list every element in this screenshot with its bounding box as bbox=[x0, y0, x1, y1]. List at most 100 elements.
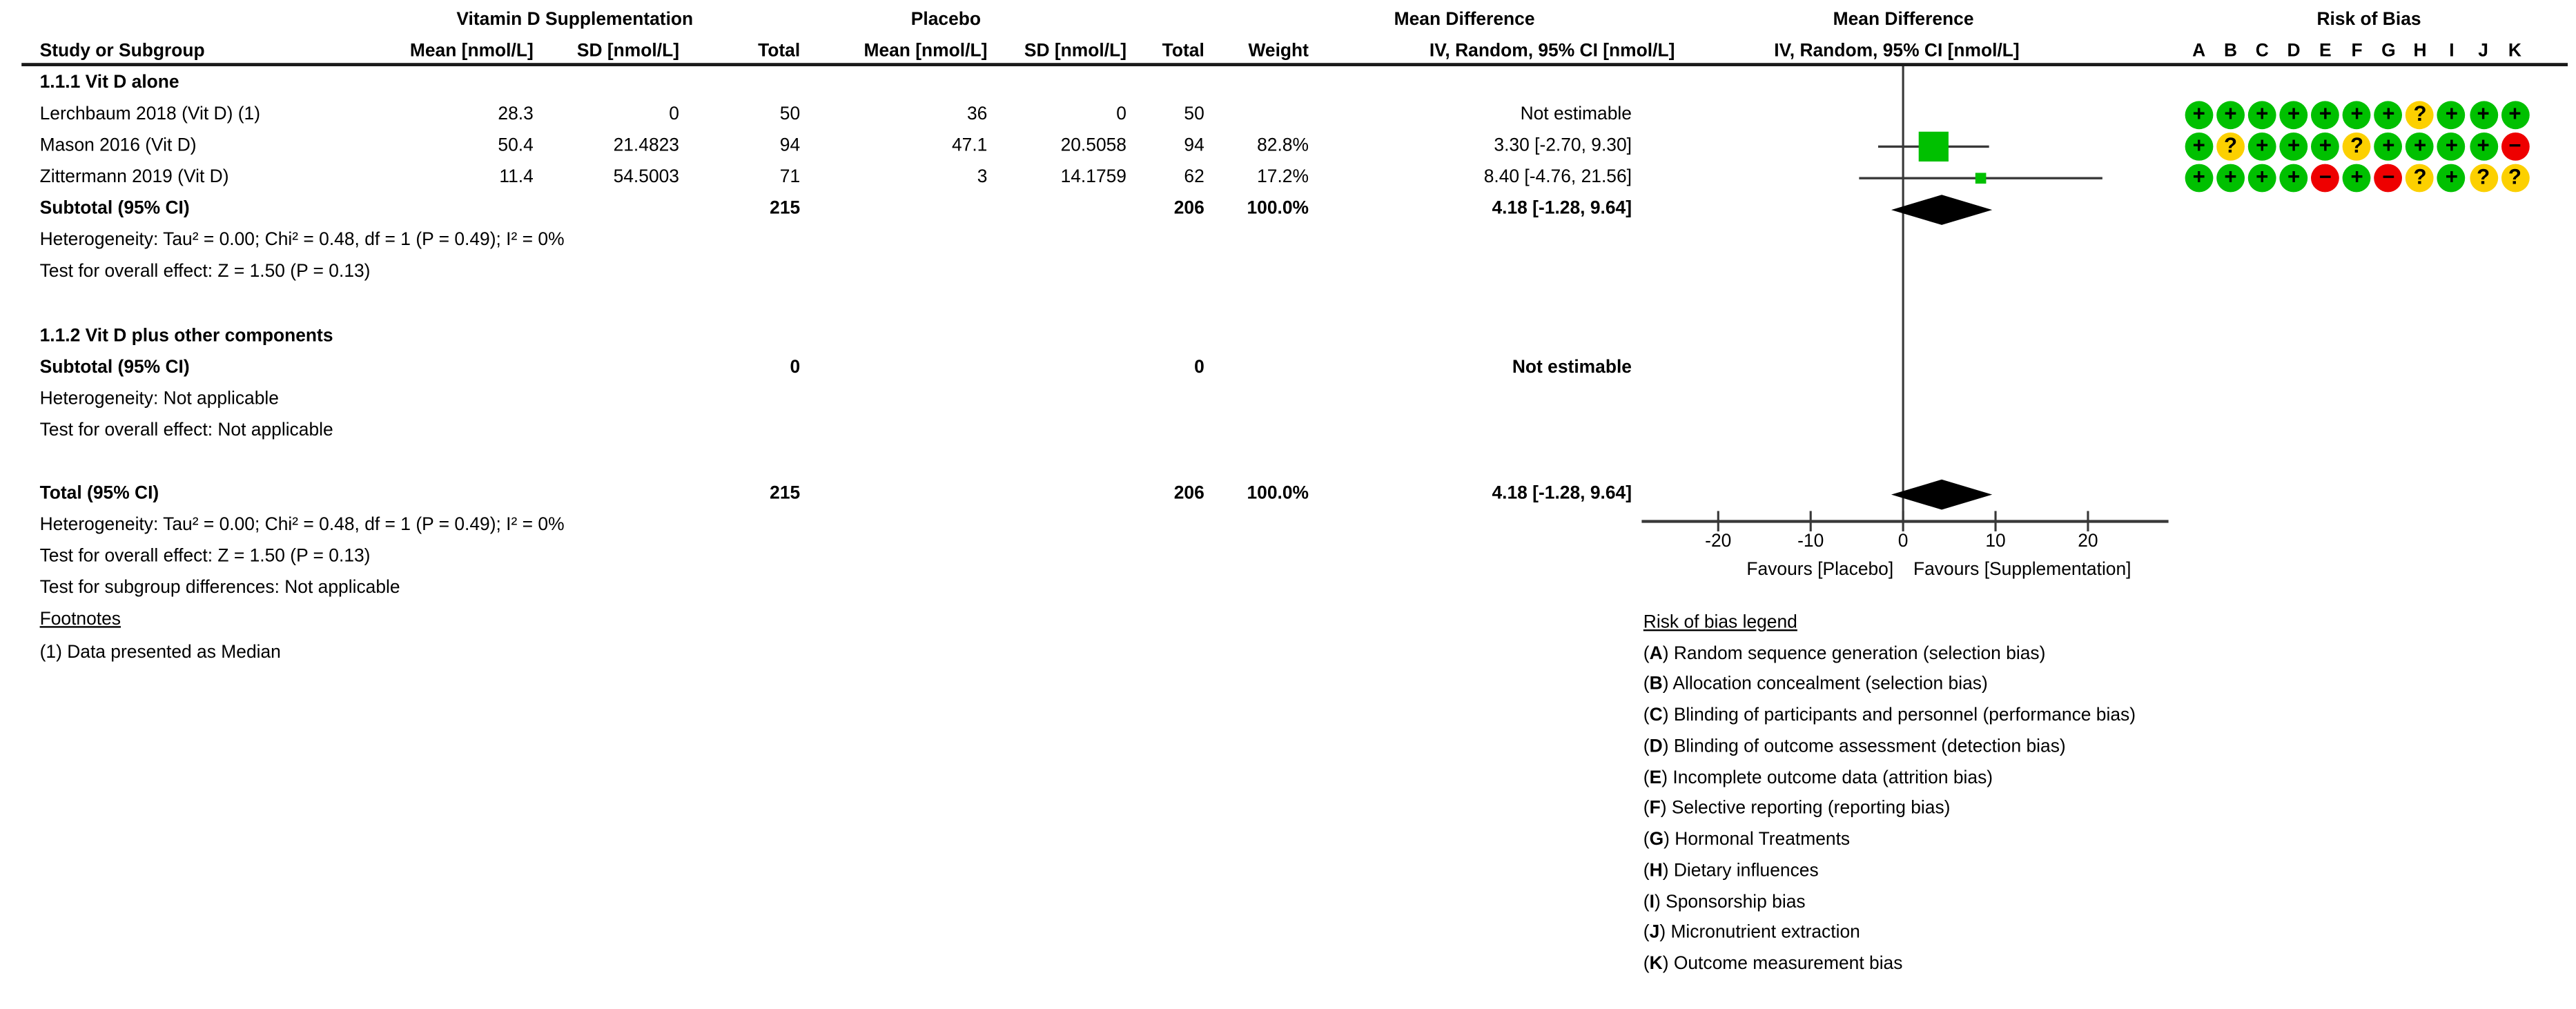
total-diamond bbox=[1891, 479, 1993, 510]
col-header-ci-text: IV, Random, 95% CI [nmol/L] bbox=[1429, 41, 1675, 61]
rob-circle: + bbox=[2311, 133, 2340, 161]
rob-circle: − bbox=[2311, 164, 2340, 193]
rob-letter: D bbox=[2287, 41, 2301, 61]
table-row: 1.1.2 Vit D plus other components bbox=[0, 321, 2576, 353]
effect-square bbox=[1918, 131, 1949, 162]
col-header-study: Study or Subgroup bbox=[39, 41, 205, 61]
row-label: Mason 2016 (Vit D) bbox=[39, 135, 197, 156]
rob-circle: − bbox=[2501, 133, 2529, 161]
row-label: 1.1.2 Vit D plus other components bbox=[39, 325, 333, 346]
cell-t2: 206 bbox=[1173, 483, 1204, 504]
rob-circle: + bbox=[2343, 164, 2372, 193]
cell-ci: 3.30 [-2.70, 9.30] bbox=[1494, 135, 1632, 156]
cell-ci: 4.18 [-1.28, 9.64] bbox=[1492, 199, 1632, 219]
table-row: (1) Data presented as Median bbox=[0, 637, 2576, 669]
legend-item: (K) Outcome measurement bias bbox=[1643, 954, 1903, 974]
rob-circle: + bbox=[2247, 101, 2276, 129]
cell-t1: 215 bbox=[770, 199, 801, 219]
legend-item: (C) Blinding of participants and personn… bbox=[1643, 705, 2136, 726]
cell-w: 82.8% bbox=[1257, 135, 1309, 156]
col-header-vd-mean: Mean [nmol/L] bbox=[409, 41, 534, 61]
row-label: 1.1.1 Vit D alone bbox=[39, 72, 179, 92]
legend-letter: B bbox=[1649, 674, 1663, 695]
table-row: Test for subgroup differences: Not appli… bbox=[0, 574, 2576, 605]
cell-m2: 47.1 bbox=[951, 135, 988, 156]
rob-circle: + bbox=[2406, 133, 2434, 161]
cell-w: 17.2% bbox=[1257, 167, 1309, 188]
rob-letter: G bbox=[2381, 41, 2396, 61]
risk-of-bias-legend-title: Risk of bias legend bbox=[1643, 613, 1797, 633]
cell-s1: 54.5003 bbox=[613, 167, 680, 188]
row-label: Heterogeneity: Not applicable bbox=[39, 389, 279, 409]
legend-letter: J bbox=[1649, 923, 1660, 943]
header-separator-line bbox=[21, 63, 2568, 67]
table-row: Subtotal (95% CI) 0 0 Not estimable bbox=[0, 352, 2576, 384]
row-label: Heterogeneity: Tau² = 0.00; Chi² = 0.48,… bbox=[39, 515, 565, 536]
cell-t1: 50 bbox=[779, 104, 801, 124]
column-group-placebo: Placebo bbox=[910, 10, 982, 30]
tick-label: 20 bbox=[2078, 532, 2098, 552]
legend-letter: D bbox=[1649, 736, 1663, 757]
cell-m1: 28.3 bbox=[498, 104, 534, 124]
rob-letter: K bbox=[2508, 41, 2521, 61]
column-group-mean-difference-text: Mean Difference bbox=[1394, 10, 1535, 30]
rob-circle: + bbox=[2311, 101, 2340, 129]
col-header-vd-sd: SD [nmol/L] bbox=[576, 41, 680, 61]
legend-letter: A bbox=[1649, 643, 1663, 664]
legend-letter: G bbox=[1649, 830, 1664, 850]
cell-ci: 4.18 [-1.28, 9.64] bbox=[1492, 483, 1632, 504]
table-row: Test for overall effect: Not applicable bbox=[0, 415, 2576, 447]
rob-circle: + bbox=[2501, 101, 2529, 129]
rob-circle: ? bbox=[2406, 164, 2434, 193]
favours-supplementation-label: Favours [Supplementation] bbox=[1913, 560, 2131, 580]
rob-circle: + bbox=[2185, 164, 2214, 193]
col-header-pl-mean: Mean [nmol/L] bbox=[863, 41, 988, 61]
cell-t1: 94 bbox=[779, 135, 801, 156]
cell-t2: 0 bbox=[1194, 357, 1204, 378]
cell-m1: 50.4 bbox=[498, 135, 534, 156]
rob-letter: H bbox=[2413, 41, 2427, 61]
legend-letter: I bbox=[1649, 892, 1655, 912]
row-label: Zittermann 2019 (Vit D) bbox=[39, 167, 229, 188]
rob-letter: F bbox=[2351, 41, 2363, 61]
legend-item: (D) Blinding of outcome assessment (dete… bbox=[1643, 736, 2066, 757]
col-header-ci-plot: IV, Random, 95% CI [nmol/L] bbox=[1774, 41, 2020, 61]
table-row: Footnotes bbox=[0, 605, 2576, 637]
rob-letter: B bbox=[2223, 41, 2238, 61]
study-row: Zittermann 2019 (Vit D) 11.4 54.5003 71 3 14.… bbox=[0, 162, 2576, 194]
study-row: Lerchbaum 2018 (Vit D) (1) 28.3 0 50 36 0 50 No… bbox=[0, 99, 2576, 131]
rob-circle: + bbox=[2247, 133, 2276, 161]
rob-circle: ? bbox=[2216, 133, 2245, 161]
rob-circle: + bbox=[2437, 164, 2466, 193]
row-label: Test for overall effect: Not applicable bbox=[39, 420, 333, 441]
column-group-vitamin-d: Vitamin D Supplementation bbox=[456, 10, 694, 30]
cell-s2: 20.5058 bbox=[1060, 135, 1127, 156]
rob-circle: ? bbox=[2343, 133, 2372, 161]
legend-item: (J) Micronutrient extraction bbox=[1643, 923, 1860, 943]
row-label: Subtotal (95% CI) bbox=[39, 357, 190, 378]
rob-circle: ? bbox=[2406, 101, 2434, 129]
rob-circle: + bbox=[2437, 133, 2466, 161]
legend-item: (G) Hormonal Treatments bbox=[1643, 830, 1851, 850]
table-row: Subtotal (95% CI) 215 206 100.0% 4.18 [-1.28… bbox=[0, 194, 2576, 226]
cell-m2: 36 bbox=[967, 104, 988, 124]
cell-t2: 50 bbox=[1184, 104, 1204, 124]
rob-letter: C bbox=[2255, 41, 2269, 61]
row-label: Test for subgroup differences: Not appli… bbox=[39, 578, 400, 599]
rob-circle: + bbox=[2437, 101, 2466, 129]
legend-item: (A) Random sequence generation (selectio… bbox=[1643, 643, 2046, 664]
column-group-mean-difference-plot: Mean Difference bbox=[1833, 10, 1974, 30]
tick-label: 10 bbox=[1985, 532, 2006, 552]
table-row: Heterogeneity: Not applicable bbox=[0, 384, 2576, 415]
table-row: 1.1.1 Vit D alone bbox=[0, 68, 2576, 99]
rob-circle: + bbox=[2185, 133, 2214, 161]
legend-letter: E bbox=[1649, 767, 1662, 788]
cell-ci: Not estimable bbox=[1512, 357, 1632, 378]
rob-circle: + bbox=[2279, 164, 2308, 193]
rob-circle: + bbox=[2185, 101, 2214, 129]
cell-t1: 0 bbox=[790, 357, 801, 378]
rob-circle: ? bbox=[2469, 164, 2498, 193]
rob-circle: + bbox=[2469, 133, 2498, 161]
